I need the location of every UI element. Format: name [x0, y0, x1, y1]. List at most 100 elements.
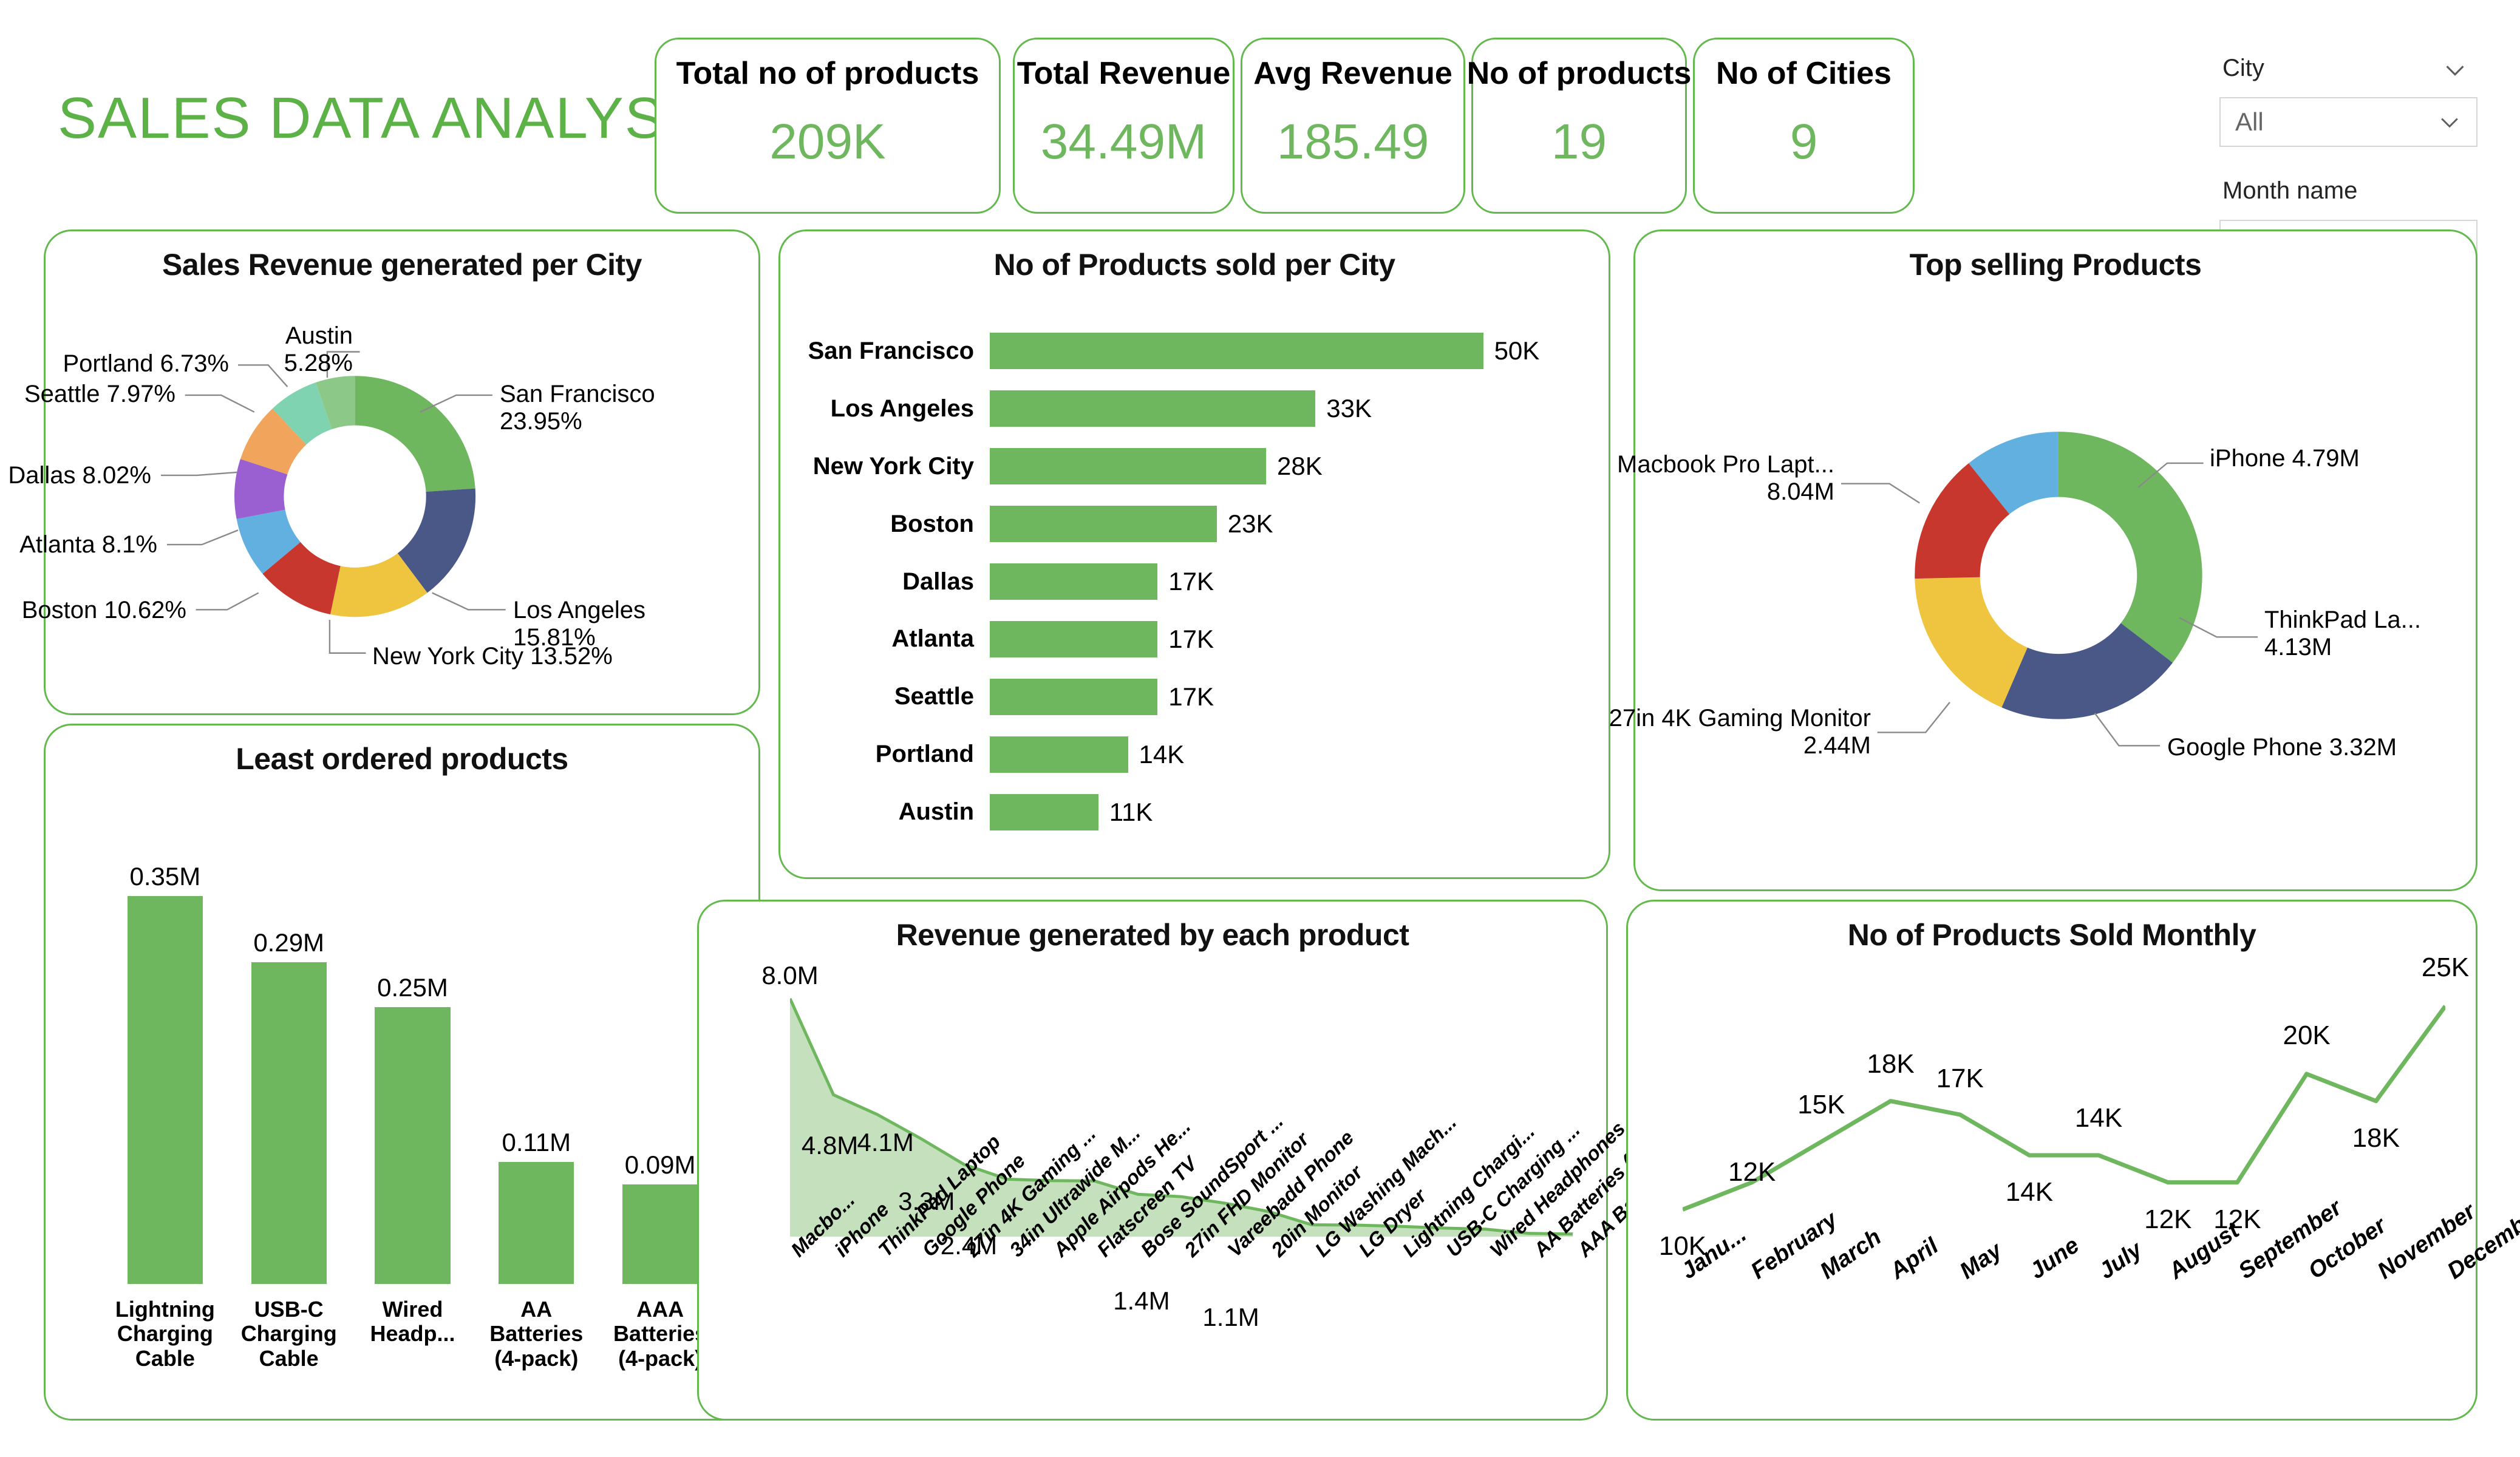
- bar-category-label: Lightning Charging Cable: [115, 1297, 215, 1371]
- donut-slice[interactable]: [355, 376, 475, 492]
- donut-slice-label: Atlanta 8.1%: [19, 531, 157, 558]
- chevron-down-icon[interactable]: [2436, 109, 2463, 135]
- donut-slice-label: Seattle 7.97%: [24, 381, 175, 407]
- kpi-card[interactable]: No of Cities 9: [1693, 38, 1915, 214]
- bar-track: 23K: [990, 503, 1584, 545]
- kpi-card[interactable]: No of products 19: [1467, 38, 1691, 214]
- bar-fill[interactable]: [251, 962, 327, 1284]
- chart-card-revenue-by-product[interactable]: Revenue generated by each product 8.0M 4.…: [697, 900, 1717, 1421]
- donut-slice-label: 27in 4K Gaming Monitor 2.44M: [1609, 705, 1871, 759]
- bar-row[interactable]: Atlanta 17K: [808, 619, 1584, 660]
- leader-line: [420, 394, 492, 413]
- chart-card-products-sold-per-city[interactable]: No of Products sold per City San Francis…: [778, 229, 1610, 879]
- bar-row[interactable]: Seattle 17K: [808, 676, 1584, 718]
- kpi-value: 34.49M: [1040, 114, 1207, 169]
- bar-column[interactable]: 0.35M: [127, 817, 203, 1284]
- donut-slice-label: Dallas 8.02%: [8, 462, 151, 489]
- chart-card-products-sold-monthly[interactable]: No of Products Sold Monthly 10K 12K 15K 18K…: [1626, 900, 2520, 1421]
- donut-slice-label: New York City 13.52%: [372, 643, 613, 670]
- bar-row[interactable]: New York City 28K: [808, 446, 1584, 487]
- donut-chart-top-selling-products[interactable]: [1635, 231, 2476, 889]
- leader-line: [432, 592, 506, 611]
- donut-slice[interactable]: [315, 376, 355, 429]
- leader-line: [2137, 462, 2204, 488]
- donut-slice-label: iPhone 4.79M: [2210, 445, 2360, 472]
- bar-category-label: Portland: [875, 741, 974, 768]
- bar-row[interactable]: Austin 11K: [808, 792, 1584, 833]
- kpi-card[interactable]: Avg Revenue 185.49: [1241, 38, 1465, 214]
- bar-fill[interactable]: [990, 333, 1483, 370]
- bar-track: 11K: [990, 792, 1584, 833]
- donut-slice[interactable]: [2058, 432, 2202, 663]
- donut-slice-label: Boston 10.62%: [21, 597, 186, 623]
- bar-category-label: Wired Headp...: [370, 1297, 455, 1347]
- bar-fill[interactable]: [375, 1007, 451, 1284]
- line-data-label: 18K: [1867, 1048, 1915, 1079]
- chart-card-revenue-per-city[interactable]: Sales Revenue generated per City San Fra…: [8, 229, 760, 715]
- bar-value-label: 33K: [1326, 394, 1372, 423]
- donut-slice[interactable]: [1969, 432, 2059, 514]
- donut-slice[interactable]: [397, 488, 476, 593]
- kpi-label: No of products: [1466, 56, 1692, 91]
- bar-column[interactable]: 0.25M: [375, 817, 451, 1284]
- chart-title: Sales Revenue generated per City: [162, 248, 642, 282]
- chevron-down-icon[interactable]: [2441, 56, 2469, 84]
- bar-category-label: San Francisco: [808, 337, 974, 364]
- donut-slice[interactable]: [262, 542, 341, 614]
- bar-fill[interactable]: [127, 895, 203, 1284]
- bar-fill[interactable]: [990, 678, 1158, 715]
- bar-row[interactable]: Boston 23K: [808, 503, 1584, 545]
- leader-line: [238, 364, 288, 387]
- leader-line: [1841, 483, 1920, 504]
- donut-slice[interactable]: [330, 553, 427, 617]
- bar-track: 33K: [990, 388, 1584, 429]
- donut-slice[interactable]: [2001, 623, 2173, 719]
- slicer-city-dropdown[interactable]: All: [2219, 97, 2477, 147]
- donut-slice[interactable]: [240, 409, 307, 475]
- bar-value-label: 0.25M: [377, 973, 448, 1002]
- donut-slice[interactable]: [236, 509, 301, 574]
- bar-chart-least-ordered-products: 0.35M Lightning Charging Cable 0.29M USB-C …: [103, 817, 722, 1370]
- bar-fill[interactable]: [622, 1184, 698, 1284]
- donut-slice[interactable]: [1915, 463, 2010, 579]
- bar-fill[interactable]: [990, 448, 1267, 485]
- bar-row[interactable]: Dallas 17K: [808, 561, 1584, 602]
- area-line: [790, 999, 1573, 1234]
- bar-fill[interactable]: [499, 1162, 574, 1284]
- chart-title: No of Products sold per City: [993, 248, 1395, 282]
- line-data-label: 12K: [2144, 1204, 2192, 1234]
- bar-category-label: New York City: [812, 452, 974, 480]
- bar-fill[interactable]: [990, 620, 1158, 657]
- donut-slice-label: Portland 6.73%: [63, 350, 229, 377]
- donut-chart-revenue-per-city[interactable]: [46, 231, 758, 713]
- bar-row[interactable]: San Francisco 50K: [808, 330, 1584, 372]
- kpi-value: 185.49: [1276, 114, 1429, 169]
- bar-fill[interactable]: [990, 793, 1098, 830]
- bar-row[interactable]: Los Angeles 33K: [808, 388, 1584, 429]
- leader-line: [161, 471, 237, 477]
- line-data-label: 12K: [1728, 1156, 1776, 1187]
- bar-track: 50K: [990, 330, 1584, 372]
- chart-card-least-ordered-products[interactable]: Least ordered products 0.35M Lightning Ch…: [44, 724, 760, 1421]
- kpi-card[interactable]: Total no of products 209K: [655, 38, 1001, 214]
- donut-slice[interactable]: [272, 382, 332, 445]
- bar-category-label: Los Angeles: [830, 395, 974, 422]
- chart-card-top-selling-products[interactable]: Top selling Products iPhone 4.79M ThinkPa…: [1609, 229, 2477, 891]
- bar-fill[interactable]: [990, 390, 1316, 427]
- line-data-label: 25K: [2421, 953, 2470, 983]
- kpi-card[interactable]: Total Revenue 34.49M: [1013, 38, 1234, 214]
- bar-value-label: 50K: [1494, 336, 1540, 365]
- chart-title: Least ordered products: [236, 742, 568, 776]
- bar-fill[interactable]: [990, 563, 1158, 600]
- bar-fill[interactable]: [990, 736, 1128, 773]
- bar-track: 28K: [990, 446, 1584, 487]
- bar-row[interactable]: Portland 14K: [808, 734, 1584, 775]
- bar-column[interactable]: 0.09M: [622, 817, 698, 1284]
- donut-slice-label: Austin 5.28%: [284, 322, 353, 376]
- area-data-label: 3.3M: [898, 1187, 955, 1216]
- bar-column[interactable]: 0.29M: [251, 817, 327, 1284]
- donut-slice[interactable]: [234, 459, 288, 519]
- donut-slice[interactable]: [1915, 577, 2028, 708]
- bar-column[interactable]: 0.11M: [499, 817, 574, 1284]
- bar-fill[interactable]: [990, 506, 1217, 543]
